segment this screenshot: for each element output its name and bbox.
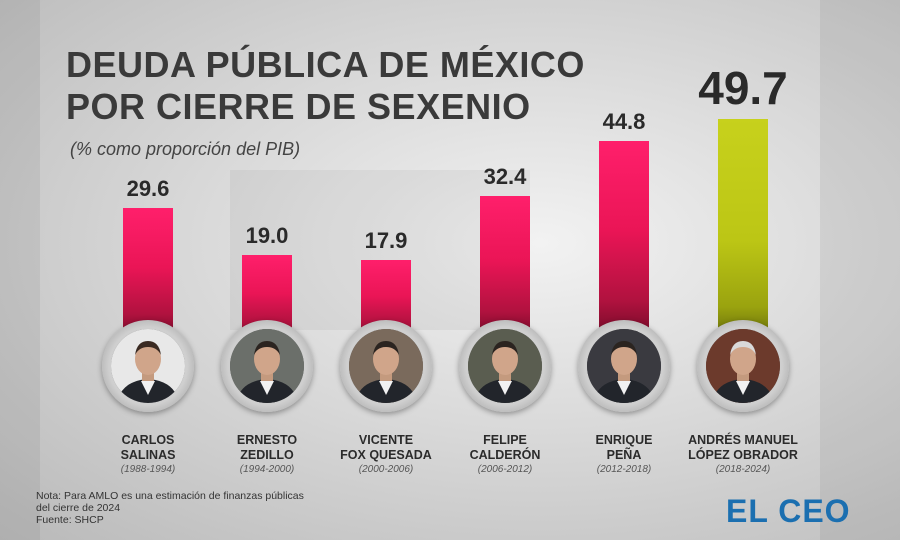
president-name: CALDERÓN [469,448,541,462]
president-photo [340,320,432,412]
president-photo [578,320,670,412]
background-shape [0,0,40,540]
president-name: VICENTE [358,433,414,447]
president-name: FELIPE [483,433,527,447]
bar [480,195,530,340]
president-photo [102,320,194,412]
president-name: ANDRÉS MANUEL [688,433,798,447]
president-name: ERNESTO [236,433,298,447]
term-years: (2018-2024) [715,464,771,475]
value-label: 17.9 [364,228,408,254]
term-years: (1988-1994) [120,464,176,475]
bar [718,118,768,340]
president-name: ZEDILLO [240,448,294,462]
source-line: Fuente: SHCP [36,514,104,526]
president-photo [221,320,313,412]
value-label: 49.7 [698,61,788,114]
chart-subtitle: (% como proporción del PIB) [70,139,301,159]
president-name: PEÑA [606,448,642,462]
brand-logo: EL CEO [726,493,851,529]
term-years: (2006-2012) [477,464,533,475]
president-photo [459,320,551,412]
president-name: FOX QUESADA [340,448,432,462]
value-label: 44.8 [602,108,646,134]
value-label: 19.0 [245,223,289,249]
bar [599,140,649,340]
president-name: LÓPEZ OBRADOR [688,448,798,462]
president-name: SALINAS [120,448,176,462]
background-shape [820,0,900,540]
term-years: (2000-2006) [358,464,414,475]
president-photo [697,320,789,412]
term-years: (2012-2018) [596,464,652,475]
note-line-1: Nota: Para AMLO es una estimación de fin… [36,490,304,502]
note-line-2: del cierre de 2024 [36,502,121,514]
president-name: ENRIQUE [595,433,653,447]
president-name: CARLOS [121,433,175,447]
value-label: 29.6 [126,176,170,202]
bar [123,208,173,340]
term-years: (1994-2000) [239,464,295,475]
value-label: 32.4 [483,163,527,189]
chart-title-line-1: DEUDA PÚBLICA DE MÉXICO [66,44,585,85]
chart-title-line-2: POR CIERRE DE SEXENIO [66,86,531,127]
